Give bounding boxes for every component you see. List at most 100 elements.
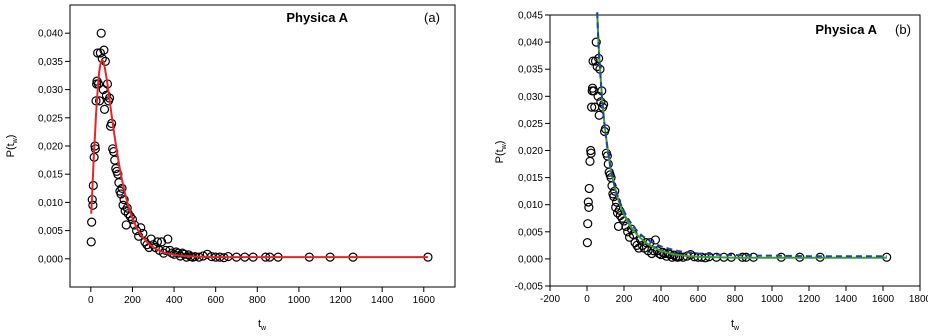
x-tick-label: 400 — [653, 294, 670, 305]
panel-label: (b) — [895, 22, 911, 37]
y-axis-title-sub: w — [12, 137, 19, 144]
x-tick-label: 0 — [584, 294, 590, 305]
x-tick-label: 400 — [166, 295, 183, 306]
data-point — [88, 200, 98, 210]
data-point — [163, 234, 173, 244]
x-tick-label: 1000 — [288, 295, 311, 306]
data-point — [101, 90, 112, 100]
y-axis-title-main: P(t — [494, 149, 506, 163]
y-axis-title: P(tw) — [494, 141, 508, 164]
x-tick-label: 0 — [88, 295, 94, 306]
y-axis-title: P(tw) — [5, 135, 19, 158]
panel-b: -200 0 200 400 600 800 1000 1200 1400 1600 1800 -0,… — [494, 11, 928, 333]
x-tick-label: 200 — [124, 295, 141, 306]
x-axis-title: tw — [258, 318, 267, 332]
x-axis-title-sub: w — [733, 325, 740, 332]
data-point — [582, 238, 592, 248]
plot-frame — [549, 14, 921, 287]
x-tick-label: 1600 — [872, 294, 895, 305]
y-tick-label: 0,040 — [518, 38, 543, 49]
x-axis-title-main: t — [258, 318, 261, 330]
panel-label: (a) — [424, 10, 440, 25]
x-tick-label: 1000 — [761, 294, 784, 305]
y-tick-label: 0,020 — [38, 142, 63, 153]
data-point — [86, 237, 96, 247]
y-axis-title-close: ) — [5, 135, 17, 139]
y-tick-label: 0,030 — [518, 92, 543, 103]
y-tick-label: 0,030 — [38, 85, 63, 96]
x-tick-label: 1400 — [835, 294, 858, 305]
data-point — [583, 197, 593, 207]
data-point — [585, 156, 595, 166]
y-tick-label: 0,005 — [38, 226, 63, 237]
y-tick-label: 0,000 — [518, 254, 543, 265]
data-point — [152, 237, 163, 247]
fit-curve-1 — [90, 58, 428, 259]
y-tick-label: 0,025 — [38, 113, 63, 124]
data-point — [596, 97, 606, 107]
plot-frame — [69, 4, 456, 288]
x-tick-label: 1400 — [371, 295, 394, 306]
data-point — [584, 183, 594, 194]
data-point — [594, 110, 604, 120]
data-point — [94, 96, 105, 106]
y-axis-title-sub: w — [501, 143, 508, 150]
x-tick-label: 1200 — [798, 294, 821, 305]
journal-annotation: Physica A — [815, 22, 877, 37]
data-point — [179, 249, 190, 259]
x-axis-title: tw — [731, 318, 740, 332]
y-tick-label: 0,020 — [518, 146, 543, 157]
y-tick-label: 0,000 — [38, 254, 63, 265]
data-point — [591, 37, 601, 47]
tick-labels: -200 0 200 400 600 800 1000 1200 1400 1600 1800 -0,… — [515, 11, 928, 306]
data-point — [97, 53, 107, 64]
y-tick-label: 0,010 — [38, 198, 63, 209]
data-point — [87, 217, 97, 227]
data-point — [587, 102, 597, 112]
y-tick-label: 0,040 — [38, 29, 63, 40]
x-axis-title-main: t — [731, 318, 734, 330]
tick-labels: 0 200 400 600 800 1000 1200 1400 1600 0,000 0,005 0… — [38, 29, 435, 306]
y-tick-label: 0,010 — [518, 200, 543, 211]
data-point — [99, 104, 110, 114]
data-point — [99, 45, 109, 55]
y-tick-label: 0,035 — [38, 57, 63, 68]
x-tick-label: 1800 — [909, 294, 928, 305]
data-point — [173, 248, 183, 258]
journal-annotation: Physica A — [286, 10, 348, 25]
x-tick-label: 200 — [616, 294, 633, 305]
tick-marks — [545, 14, 921, 291]
data-point — [583, 219, 593, 229]
data-point — [612, 208, 623, 218]
x-axis-title-sub: w — [260, 325, 267, 332]
data-layer — [582, 12, 892, 263]
fit-curve-1 — [596, 12, 887, 259]
y-tick-label: 0,035 — [518, 65, 543, 76]
y-tick-label: 0,005 — [518, 227, 543, 238]
x-tick-label: 600 — [207, 295, 224, 306]
x-tick-label: 800 — [727, 294, 744, 305]
data-point — [119, 194, 129, 205]
data-point — [584, 202, 594, 213]
data-point — [650, 235, 661, 245]
x-tick-label: 1200 — [329, 295, 352, 306]
data-point — [636, 235, 646, 245]
tick-marks — [65, 32, 425, 292]
y-axis-title-close: ) — [494, 141, 506, 145]
y-tick-label: 0,025 — [518, 119, 543, 130]
y-tick-label: 0,015 — [38, 170, 63, 181]
x-tick-label: -200 — [540, 294, 560, 305]
data-layer — [86, 28, 433, 263]
x-tick-label: 1600 — [413, 295, 436, 306]
fit-curve-2 — [596, 12, 887, 258]
y-tick-label: 0,015 — [518, 173, 543, 184]
y-tick-label: -0,005 — [515, 282, 544, 293]
y-axis-title-main: P(t — [5, 143, 17, 157]
panel-a: 0 200 400 600 800 1000 1200 1400 1600 0,000 0,005 0… — [5, 4, 456, 332]
x-tick-label: 600 — [690, 294, 707, 305]
data-point — [613, 221, 624, 231]
data-point — [586, 148, 596, 158]
data-point — [96, 28, 106, 38]
y-tick-label: 0,045 — [518, 11, 543, 22]
